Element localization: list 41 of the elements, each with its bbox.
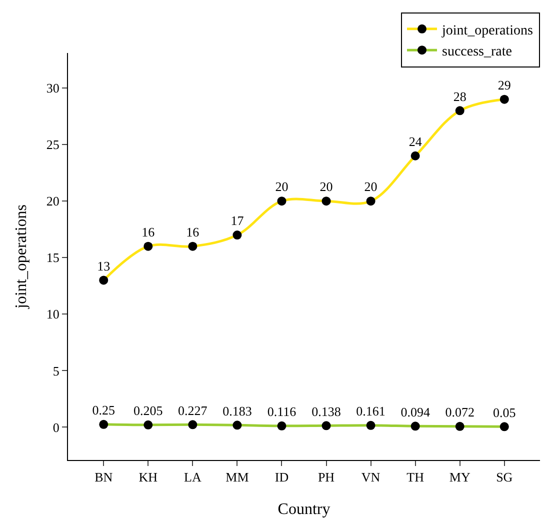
data-label: 16 bbox=[142, 224, 156, 240]
data-label: 0.205 bbox=[134, 403, 163, 418]
y-tick-label: 5 bbox=[52, 363, 60, 378]
y-tick-label: 10 bbox=[46, 306, 60, 322]
x-tick-label: KH bbox=[138, 470, 158, 485]
data-label: 29 bbox=[498, 77, 511, 92]
x-tick-label: VN bbox=[361, 470, 381, 485]
data-label: 0.161 bbox=[356, 404, 386, 419]
data-label: 20 bbox=[364, 179, 378, 194]
y-tick-label: 25 bbox=[46, 137, 60, 152]
x-tick-label: LA bbox=[184, 470, 202, 485]
data-label: 20 bbox=[320, 179, 333, 194]
data-label: 0.138 bbox=[312, 404, 341, 419]
data-label: 13 bbox=[97, 258, 110, 274]
data-label: 17 bbox=[230, 213, 244, 228]
x-axis-title: Country bbox=[278, 501, 330, 518]
data-label: 0.227 bbox=[178, 402, 208, 418]
data-label: 0.116 bbox=[267, 404, 297, 420]
data-label: 0.25 bbox=[92, 402, 115, 418]
legend-label: success_rate bbox=[442, 44, 512, 60]
y-tick-label: 30 bbox=[46, 80, 60, 96]
data-label: 28 bbox=[453, 88, 466, 104]
y-tick-label: 20 bbox=[46, 194, 60, 209]
y-axis-title: joint_operations bbox=[13, 204, 30, 310]
data-label: 16 bbox=[186, 224, 200, 240]
data-label: 20 bbox=[275, 179, 288, 194]
y-tick-label: 15 bbox=[46, 250, 60, 266]
x-tick-label: MM bbox=[226, 470, 250, 485]
legend-label: joint_operations bbox=[441, 23, 533, 38]
data-label: 24 bbox=[408, 134, 422, 150]
x-tick-label: MY bbox=[449, 470, 471, 485]
data-label: 0.072 bbox=[445, 404, 474, 420]
x-tick-label: TH bbox=[406, 470, 424, 485]
y-tick-label: 0 bbox=[52, 420, 60, 435]
x-tick-label: SG bbox=[496, 470, 513, 485]
data-label: 0.183 bbox=[222, 403, 252, 418]
x-tick-label: BN bbox=[94, 470, 114, 485]
data-label: 0.05 bbox=[493, 404, 516, 420]
x-tick-label: PH bbox=[318, 470, 335, 485]
x-tick-label: ID bbox=[274, 470, 289, 485]
data-label: 0.094 bbox=[400, 404, 430, 420]
